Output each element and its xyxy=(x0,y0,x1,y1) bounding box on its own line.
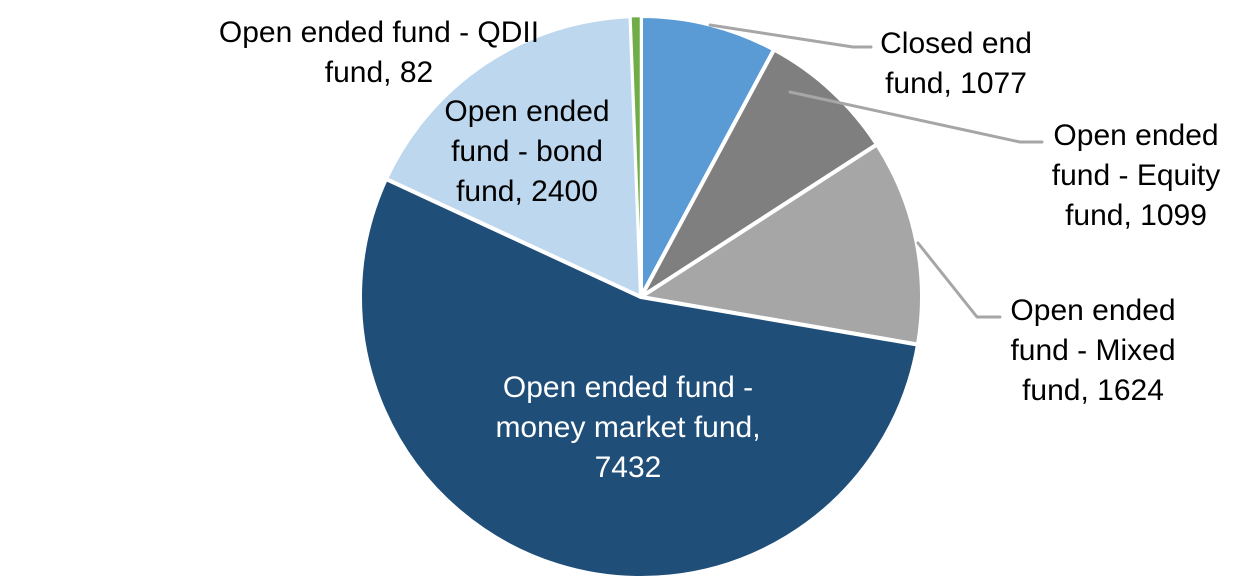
pie-slice-qdii-fund xyxy=(629,14,643,299)
slice-label-line: money market fund, xyxy=(495,411,761,444)
slice-label-line: fund, 2400 xyxy=(456,175,598,208)
slice-label-line: fund - bond xyxy=(451,135,603,168)
slice-label-qdii-fund: Open ended fund - QDII fund, 82 xyxy=(209,13,549,93)
leader-lines xyxy=(708,23,1044,319)
slice-label-line: fund - Mixed xyxy=(1010,334,1176,367)
pie-slice-money-market-fund xyxy=(358,176,920,580)
slice-label-line: fund, 1624 xyxy=(1022,374,1164,407)
pie-slice-equity-fund xyxy=(639,47,879,299)
slice-label-line: fund, 1077 xyxy=(885,67,1027,100)
slice-label-line: Open ended fund - QDII xyxy=(218,16,540,49)
leader-line-equity-fund xyxy=(788,90,1044,144)
pie-slice-bond-fund xyxy=(384,14,643,299)
slice-label-line: fund, 1099 xyxy=(1065,199,1207,232)
slice-label-line: fund, 82 xyxy=(324,56,434,89)
slice-label-line: Open ended xyxy=(444,95,610,128)
slice-label-line: Open ended xyxy=(1010,294,1176,327)
pie-slices xyxy=(358,14,924,580)
slice-label-line: 7432 xyxy=(594,451,662,484)
slice-label-bond-fund: Open ended fund - bond fund, 2400 xyxy=(427,92,627,212)
leader-line-closed-end-fund xyxy=(708,23,873,49)
slice-label-equity-fund: Open ended fund - Equity fund, 1099 xyxy=(1026,116,1246,236)
pie-slice-mixed-fund xyxy=(639,142,924,347)
slice-label-line: Closed end xyxy=(880,27,1032,60)
slice-label-mixed-fund: Open ended fund - Mixed fund, 1624 xyxy=(983,291,1203,411)
slice-label-money-market-fund: Open ended fund - money market fund, 743… xyxy=(478,368,778,488)
slice-label-closed-end-fund: Closed end fund, 1077 xyxy=(856,24,1056,104)
leader-line-mixed-fund xyxy=(916,241,1002,319)
slice-label-line: fund - Equity xyxy=(1051,159,1221,192)
slice-label-line: Open ended xyxy=(1053,119,1219,152)
slice-label-line: Open ended fund - xyxy=(502,371,754,404)
